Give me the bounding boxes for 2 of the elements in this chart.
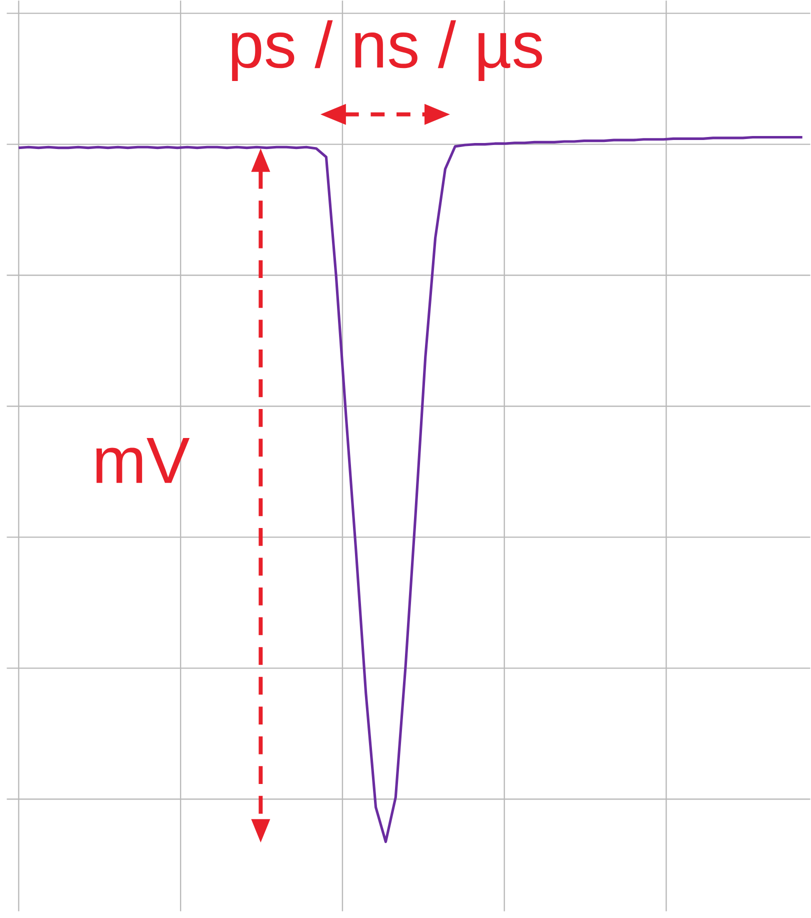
text: ps / ns / µs — [232, 20, 542, 82]
annotation: mV — [96, 438, 190, 483]
